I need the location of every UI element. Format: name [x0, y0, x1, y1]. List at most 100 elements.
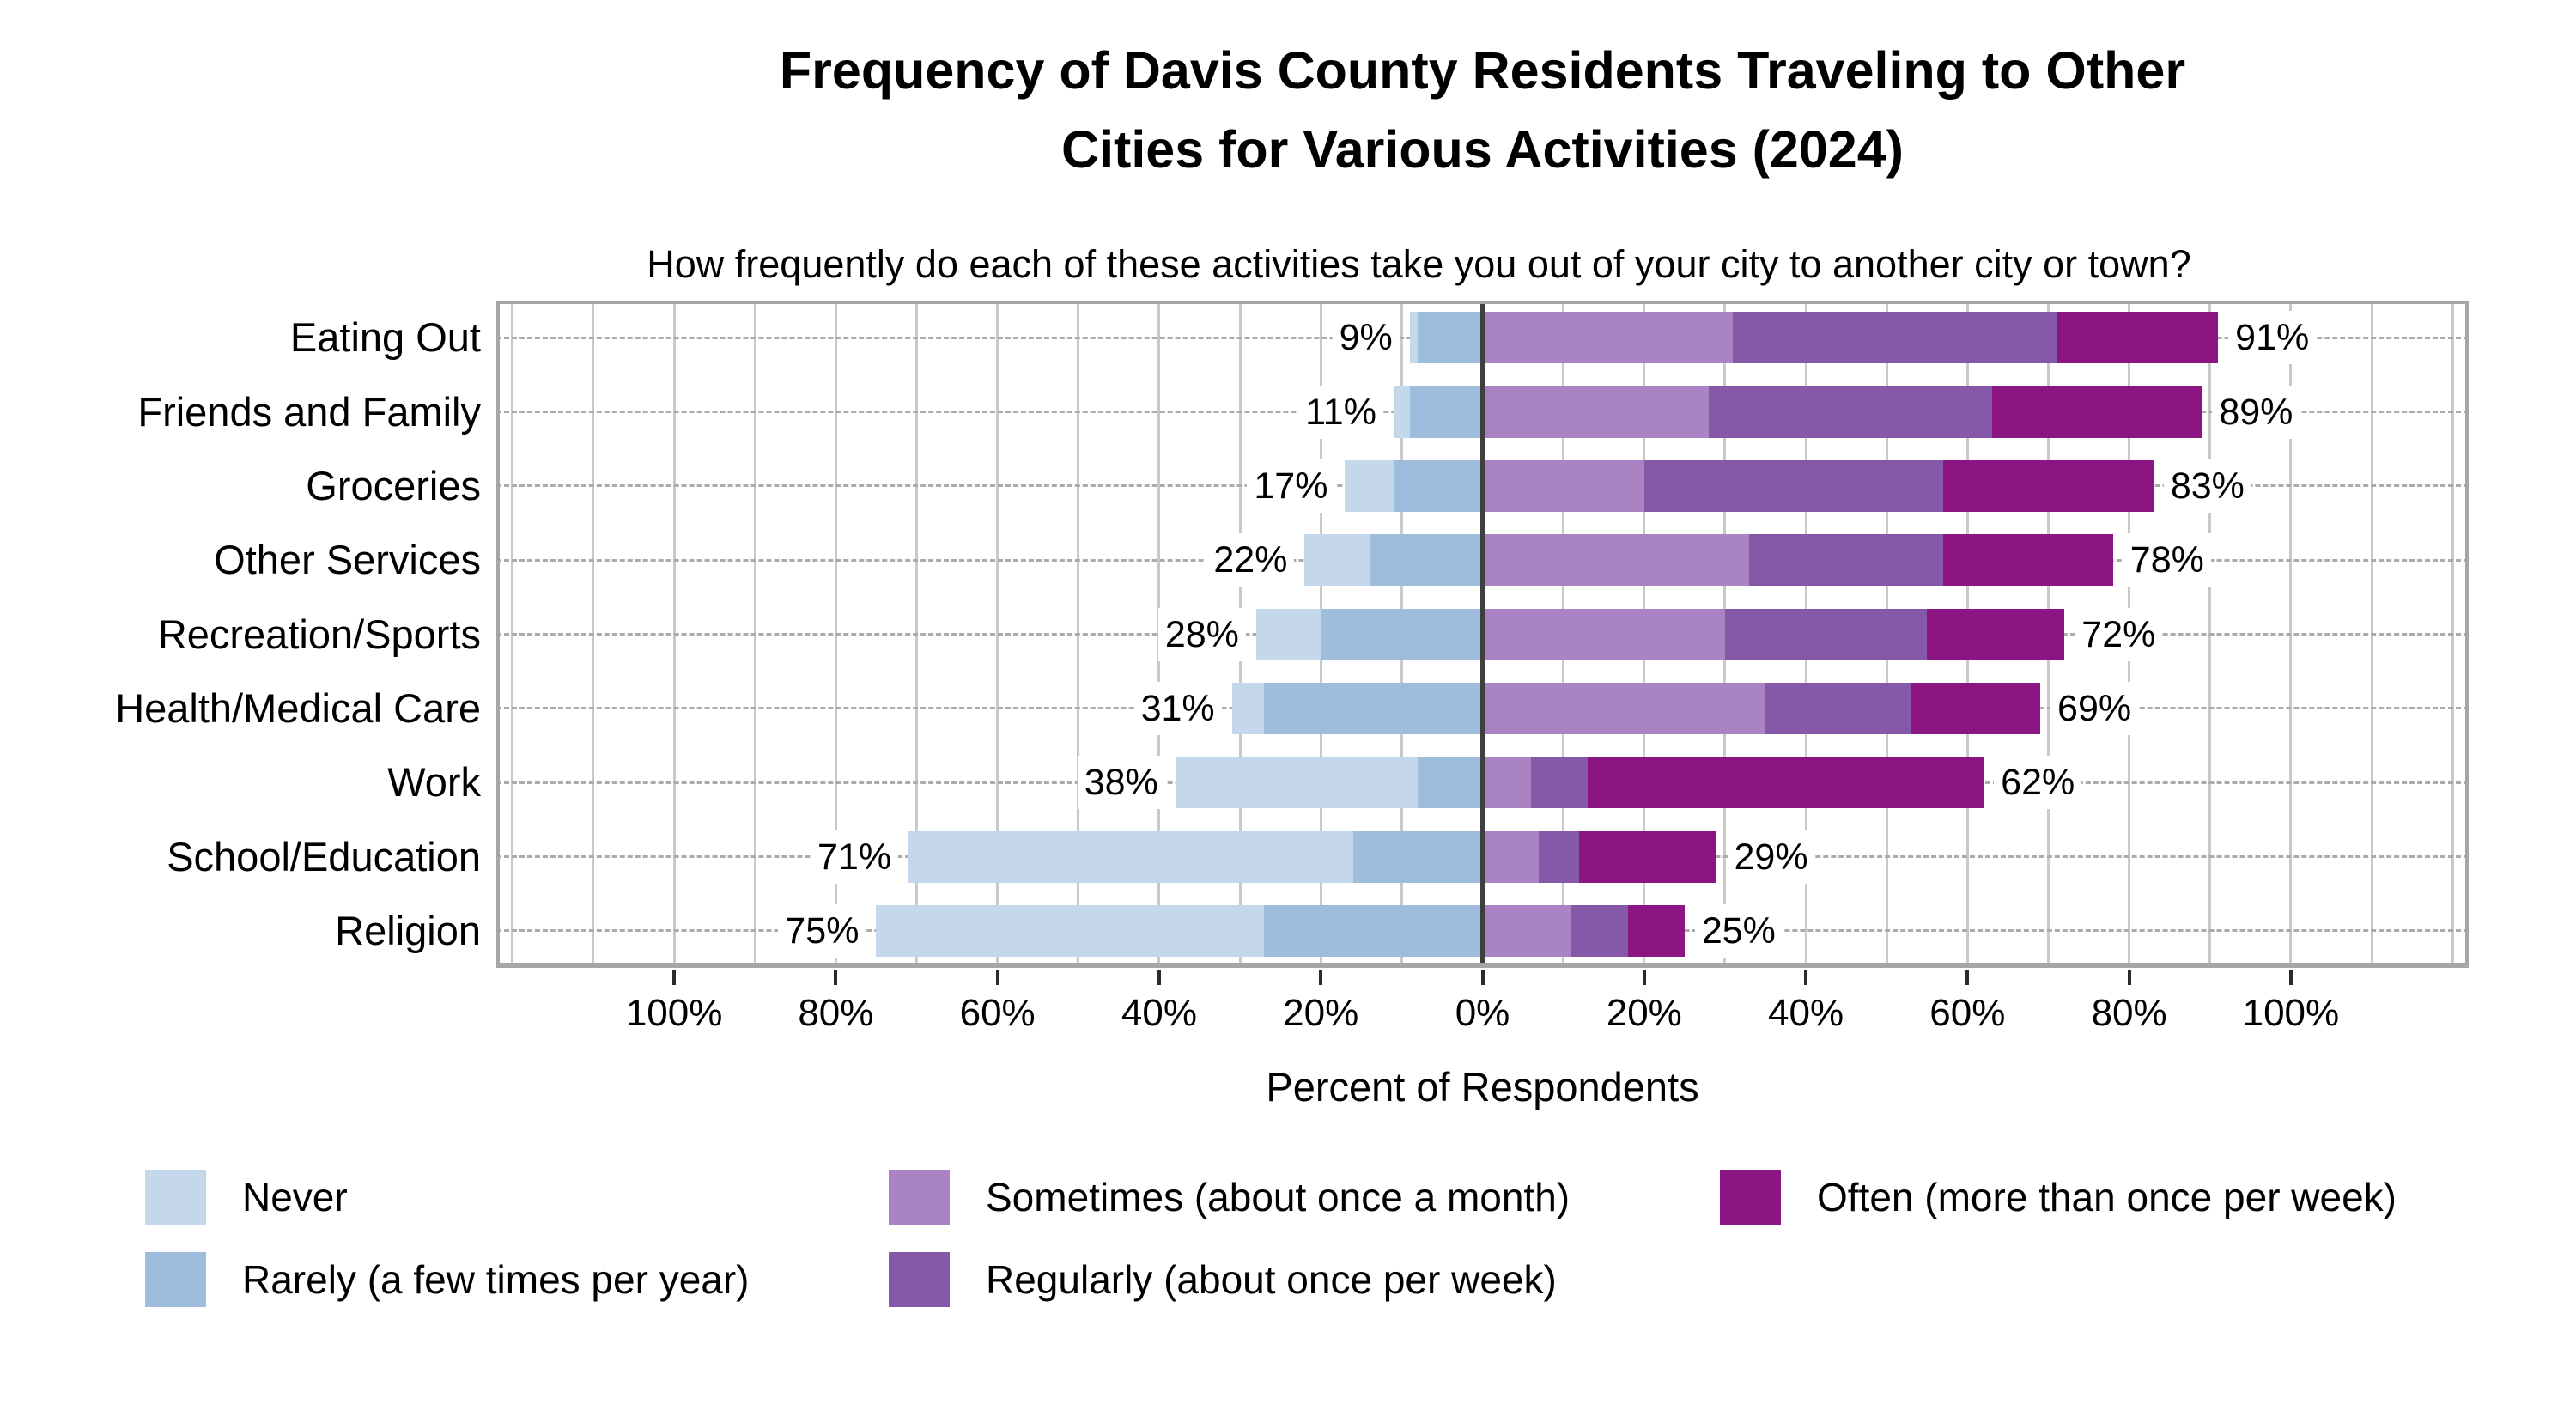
x-tick-20 [1642, 970, 1646, 985]
bar-segment-regularly-about-once-per-week-school-education [1539, 830, 1580, 883]
x-tick--60 [995, 970, 999, 985]
bar-segment-never-religion [876, 904, 1265, 957]
bar-segment-often-more-than-once-per-week-eating-out [2056, 312, 2219, 364]
x-tick-label--80: 80% [798, 992, 874, 1034]
bar-segment-often-more-than-once-per-week-religion [1627, 904, 1685, 957]
bar-segment-sometimes-about-once-a-month-health-medical-care [1482, 682, 1765, 734]
value-label-left-other-services: 22% [1206, 533, 1295, 587]
bar-segment-never-health-medical-care [1231, 682, 1265, 734]
chart-title: Frequency of Davis County Residents Trav… [496, 31, 2469, 189]
x-tick--40 [1157, 970, 1161, 985]
value-label-right-religion: 25% [1694, 903, 1783, 958]
bar-segment-often-more-than-once-per-week-friends-and-family [1991, 386, 2202, 438]
bar-segment-sometimes-about-once-a-month-other-services [1482, 534, 1750, 587]
value-label-left-work: 38% [1077, 756, 1165, 810]
x-tick-40 [1804, 970, 1808, 985]
bar-segment-rarely-a-few-times-per-year-recreation-sports [1321, 608, 1483, 660]
value-label-right-groceries: 83% [2163, 459, 2251, 513]
bar-segment-never-groceries [1345, 459, 1394, 512]
x-tick-label-80: 80% [2091, 992, 2167, 1034]
bar-segment-regularly-about-once-per-week-religion [1571, 904, 1628, 957]
bar-segment-often-more-than-once-per-week-other-services [1943, 534, 2113, 587]
bar-segment-regularly-about-once-per-week-recreation-sports [1724, 608, 1928, 660]
bar-segment-sometimes-about-once-a-month-religion [1482, 904, 1572, 957]
x-tick--20 [1319, 970, 1323, 985]
bar-segment-rarely-a-few-times-per-year-work [1418, 757, 1483, 809]
category-label-school-education: School/Education [167, 833, 481, 879]
x-tick-label-0: 0% [1455, 992, 1510, 1034]
bar-segment-rarely-a-few-times-per-year-groceries [1393, 459, 1483, 512]
chart-title-line2: Cities for Various Activities (2024) [1061, 120, 1904, 179]
legend-label-sometimes-about-once-a-month: Sometimes (about once a month) [986, 1175, 1571, 1219]
x-tick--100 [672, 970, 677, 985]
x-tick-100 [2288, 970, 2293, 985]
bar-segment-often-more-than-once-per-week-recreation-sports [1927, 608, 2065, 660]
category-label-other-services: Other Services [214, 537, 481, 583]
value-label-right-eating-out: 91% [2228, 311, 2317, 365]
bar-segment-regularly-about-once-per-week-groceries [1643, 459, 1944, 512]
x-tick-label-20: 20% [1606, 992, 1682, 1034]
category-label-work: Work [387, 759, 481, 806]
value-label-right-school-education: 29% [1727, 830, 1815, 884]
bar-segment-sometimes-about-once-a-month-school-education [1482, 830, 1540, 883]
bar-segment-sometimes-about-once-a-month-friends-and-family [1482, 386, 1710, 438]
value-label-right-friends-and-family: 89% [2212, 385, 2300, 439]
bar-segment-rarely-a-few-times-per-year-school-education [1352, 830, 1483, 883]
legend-swatch-rarely-a-few-times-per-year [145, 1252, 206, 1307]
value-label-left-religion: 75% [778, 903, 866, 958]
value-label-right-health-medical-care: 69% [2050, 681, 2139, 735]
value-label-right-other-services: 78% [2123, 533, 2211, 587]
bar-segment-sometimes-about-once-a-month-groceries [1482, 459, 1644, 512]
legend-swatch-sometimes-about-once-a-month [889, 1170, 950, 1225]
bar-segment-never-school-education [908, 830, 1353, 883]
x-axis-title: Percent of Respondents [1266, 1064, 1699, 1110]
category-label-friends-and-family: Friends and Family [137, 388, 481, 435]
category-label-health-medical-care: Health/Medical Care [115, 684, 481, 731]
x-tick-0 [1480, 970, 1485, 985]
category-label-recreation-sports: Recreation/Sports [157, 611, 481, 657]
category-label-religion: Religion [335, 907, 481, 953]
bar-segment-often-more-than-once-per-week-groceries [1943, 459, 2154, 512]
bar-segment-regularly-about-once-per-week-friends-and-family [1709, 386, 1992, 438]
value-label-right-work: 62% [1994, 756, 2082, 810]
bar-segment-often-more-than-once-per-week-school-education [1579, 830, 1717, 883]
bar-segment-never-friends-and-family [1393, 386, 1410, 438]
value-label-right-recreation-sports: 72% [2075, 607, 2163, 661]
legend-swatch-regularly-about-once-per-week [889, 1252, 950, 1307]
chart-subtitle: How frequently do each of these activiti… [647, 242, 2191, 286]
bar-segment-sometimes-about-once-a-month-eating-out [1482, 312, 1734, 364]
category-label-eating-out: Eating Out [289, 314, 481, 361]
bar-segment-never-eating-out [1409, 312, 1419, 364]
value-label-left-friends-and-family: 11% [1298, 385, 1383, 439]
x-tick-label-40: 40% [1768, 992, 1844, 1034]
bar-segment-regularly-about-once-per-week-other-services [1749, 534, 1944, 587]
x-tick-label-60: 60% [1929, 992, 2006, 1034]
legend-swatch-never [145, 1170, 206, 1225]
legend-label-often-more-than-once-per-week: Often (more than once per week) [1817, 1175, 2397, 1219]
x-tick-label--20: 20% [1283, 992, 1359, 1034]
bar-segment-rarely-a-few-times-per-year-eating-out [1418, 312, 1483, 364]
value-label-left-recreation-sports: 28% [1157, 607, 1246, 661]
x-tick-label--40: 40% [1121, 992, 1197, 1034]
chart-title-line1: Frequency of Davis County Residents Trav… [779, 41, 2186, 100]
legend-label-regularly-about-once-per-week: Regularly (about once per week) [986, 1257, 1557, 1302]
zero-line [1480, 301, 1485, 968]
bar-segment-rarely-a-few-times-per-year-health-medical-care [1264, 682, 1483, 734]
x-tick-80 [2127, 970, 2131, 985]
bar-segment-rarely-a-few-times-per-year-other-services [1369, 534, 1483, 587]
bar-segment-sometimes-about-once-a-month-work [1482, 757, 1531, 809]
bar-segment-sometimes-about-once-a-month-recreation-sports [1482, 608, 1725, 660]
x-tick-label--100: 100% [625, 992, 723, 1034]
bar-segment-rarely-a-few-times-per-year-religion [1264, 904, 1483, 957]
x-tick-60 [1965, 970, 1970, 985]
bar-segment-regularly-about-once-per-week-work [1530, 757, 1588, 809]
legend-swatch-often-more-than-once-per-week [1720, 1170, 1781, 1225]
bar-segment-rarely-a-few-times-per-year-friends-and-family [1409, 386, 1483, 438]
bar-segment-often-more-than-once-per-week-health-medical-care [1911, 682, 2041, 734]
value-label-left-groceries: 17% [1247, 459, 1335, 513]
bar-segment-regularly-about-once-per-week-health-medical-care [1765, 682, 1911, 734]
bar-segment-never-work [1175, 757, 1419, 809]
category-label-groceries: Groceries [306, 462, 481, 508]
x-tick-label-100: 100% [2242, 992, 2340, 1034]
